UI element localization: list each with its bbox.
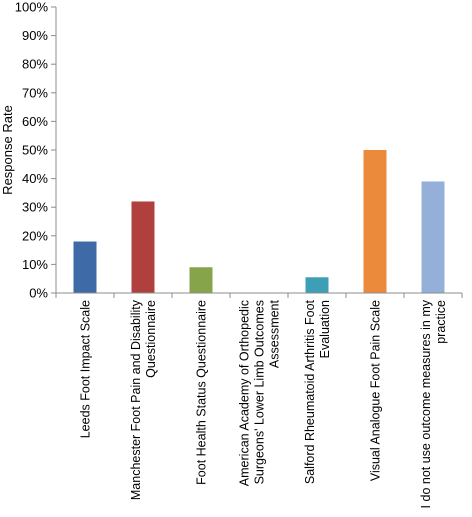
x-category-label: Manchester Foot Pain and DisabilityQuest…: [129, 299, 158, 500]
y-tick-label: 90%: [22, 28, 48, 43]
y-tick-label: 50%: [22, 143, 48, 158]
bar: [305, 277, 329, 293]
y-tick-label: 40%: [22, 171, 48, 186]
x-category-label: I do not use outcome measures in mypract…: [419, 299, 448, 508]
y-tick-label: 60%: [22, 114, 48, 129]
y-tick-label: 0%: [29, 286, 48, 301]
y-tick-label: 80%: [22, 57, 48, 72]
y-tick-label: 30%: [22, 200, 48, 215]
y-tick-label: 70%: [22, 85, 48, 100]
x-axis: Leeds Foot Impact Scale Manchester Foot P…: [55, 292, 463, 508]
bar: [73, 241, 97, 293]
bar: [189, 267, 213, 293]
y-axis: 0% 10% 20% 30% 40% 50% 60% 70% 80% 90% 100%: [15, 0, 57, 301]
y-tick-label: 100%: [15, 0, 49, 15]
x-category-label: Leeds Foot Impact Scale: [79, 300, 93, 438]
bar: [421, 181, 445, 293]
x-category-label: Visual Analogue Foot Pain Scale: [369, 300, 383, 481]
y-tick-label: 20%: [22, 228, 48, 243]
x-category-label: Foot Health Status Questionnaire: [195, 300, 209, 485]
y-tick-label: 10%: [22, 257, 48, 272]
bars: [73, 150, 445, 293]
bar: [131, 201, 155, 293]
bar: [363, 150, 387, 293]
x-category-label: American Academy of OrthopedicSurgeons' …: [238, 299, 282, 486]
x-category-label: Salford Rheumatoid Arthritis FootEvaluat…: [303, 299, 332, 484]
y-axis-label: Response Rate: [0, 105, 15, 195]
